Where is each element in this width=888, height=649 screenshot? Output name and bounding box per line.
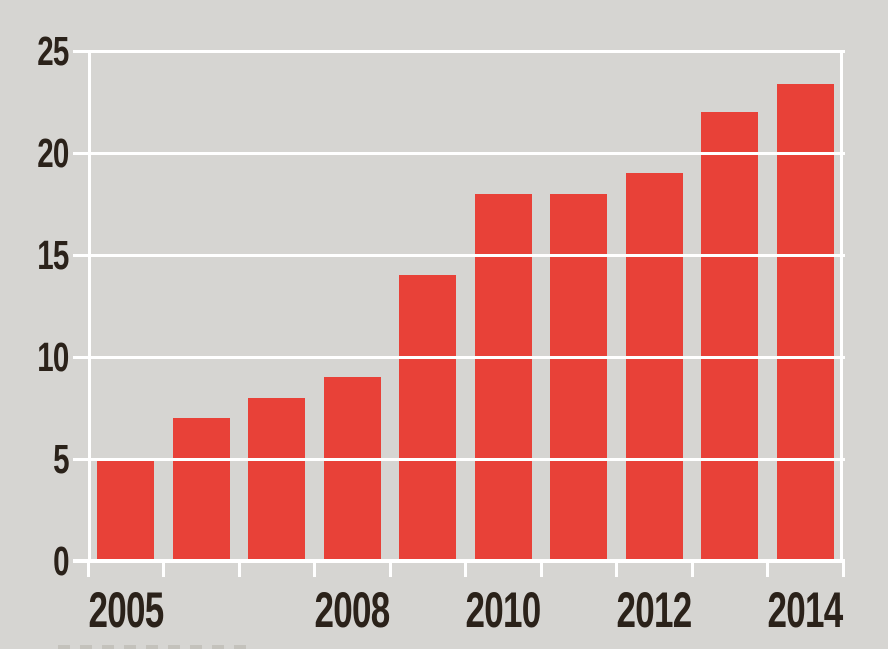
gridline-0: [73, 559, 845, 563]
gridline-20: [73, 151, 845, 155]
x-axis-tick: [313, 562, 316, 577]
x-axis-tick: [388, 562, 392, 577]
x-tick-label-2005: 2005: [88, 582, 164, 638]
x-axis-tick: [86, 562, 90, 577]
x-axis-tick: [615, 562, 618, 577]
x-axis-tick: [237, 562, 241, 577]
bar-2012: [625, 173, 683, 561]
gridline-10: [73, 355, 845, 359]
gridline-5: [73, 457, 845, 461]
y-tick-label-10: 10: [37, 334, 70, 380]
x-axis-tick: [766, 562, 769, 577]
plot-area: [73, 49, 845, 563]
y-tick-label-25: 25: [37, 28, 70, 74]
bar-2009: [399, 275, 457, 561]
bar-2014: [776, 83, 834, 561]
bar-2008: [323, 377, 381, 561]
y-tick-label-15: 15: [37, 232, 70, 278]
bar-2013: [701, 112, 759, 561]
x-tick-label-2010: 2010: [465, 582, 542, 638]
x-axis-tick: [162, 562, 165, 577]
bar-2011: [550, 193, 608, 561]
y-tick-label-5: 5: [53, 436, 69, 482]
x-axis-tick: [464, 562, 467, 577]
gridline-25: [73, 49, 845, 53]
y-axis-labels: 0 5 10 15 20 25: [0, 0, 70, 649]
cropped-text-remnant: [58, 645, 253, 649]
x-tick-label-2014: 2014: [767, 582, 844, 638]
frame-right: [840, 51, 843, 561]
bar-2005: [97, 459, 155, 561]
bar-2007: [248, 397, 306, 561]
x-tick-label-2012: 2012: [616, 582, 693, 638]
gridline-15: [73, 253, 845, 257]
y-tick-label-0: 0: [53, 538, 69, 584]
x-axis-tick: [841, 562, 845, 577]
x-axis-tick: [690, 562, 694, 577]
frame-left: [88, 51, 91, 561]
bar-2006: [172, 418, 230, 561]
x-axis-ticks: [86, 562, 845, 577]
x-tick-label-2008: 2008: [314, 582, 391, 638]
bar-2010: [474, 193, 532, 561]
x-axis-labels: 2005 2008 2010 2012 2014: [88, 584, 843, 636]
y-tick-label-20: 20: [37, 130, 70, 176]
x-axis-tick: [539, 562, 543, 577]
